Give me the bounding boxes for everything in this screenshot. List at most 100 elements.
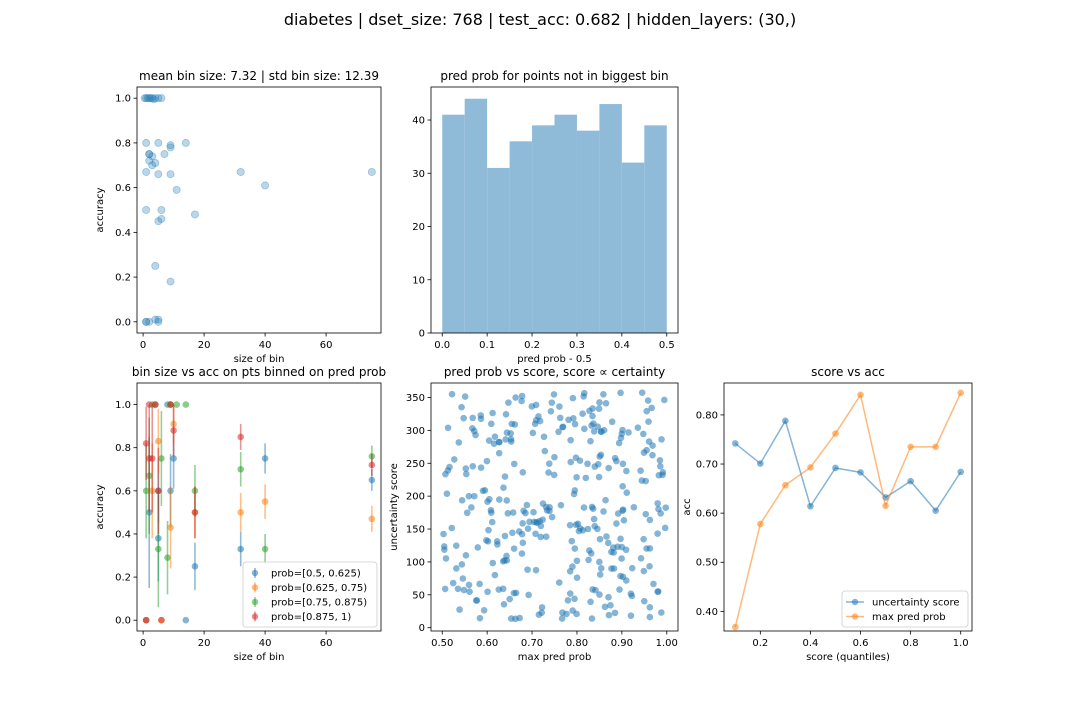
legend-label: max pred prob [872,612,946,623]
scatter-point [145,317,154,326]
scatter-point [640,567,648,575]
scatter-point [571,545,579,552]
data-point [191,563,199,570]
scatter-point [512,589,520,597]
scatter-point [449,579,457,587]
scatter-point [538,604,546,611]
scatter-point [587,437,594,445]
scatter-point [580,504,588,511]
data-point [170,455,177,462]
y-tick-label: 0.50 [696,558,718,569]
y-tick-label: 0.70 [696,460,718,471]
scatter-point [502,436,510,443]
scatter-point [600,426,608,434]
scatter-point [142,205,151,214]
scatter-point [605,464,612,472]
scatter-point [646,516,654,524]
y-tick-label: 300 [406,426,425,437]
scatter-point [538,609,546,616]
scatter-point [555,428,562,436]
scatter-point [600,508,607,515]
y-tick-label: 0.60 [696,509,718,520]
scatter-point [446,463,453,471]
scatter-point [602,496,609,504]
data-point [142,487,150,495]
y-tick-label: 0.2 [115,273,131,284]
legend-label: prob=[0.625, 0.75) [271,583,367,594]
scatter-point [571,487,579,494]
scatter-point [646,563,653,570]
hist-bar [464,98,488,333]
scatter-point [367,167,376,176]
scatter-point [581,425,588,433]
scatter-point [656,457,664,464]
x-tick-label: 0.60 [476,638,498,649]
scatter-point [499,585,507,593]
scatter-point [146,94,155,103]
scatter-point [604,539,612,547]
x-tick-label: 0.8 [903,638,919,649]
scatter-point [505,399,512,406]
scatter-point [526,518,533,526]
scatter-point [524,525,532,532]
scatter-point [638,389,646,396]
scatter-point [496,496,503,503]
scatter-point [596,535,604,543]
scatter-point [643,407,651,415]
y-tick-label: 20 [412,222,425,233]
axes-frame [430,86,679,334]
scatter-point [499,557,507,565]
scatter-point [642,510,650,518]
subplot-title: pred prob vs score, score ∝ certainty [444,365,665,379]
scatter-point [145,94,154,103]
y-tick-label: 0.40 [696,607,718,618]
scatter-point [640,597,648,605]
scatter-point [590,428,598,435]
y-tick-label: 30 [412,169,425,180]
scatter-point [608,418,616,426]
scatter-point [573,574,581,581]
y-tick-label: 10 [412,275,425,286]
scatter-point [154,138,163,147]
scatter-point [607,602,614,609]
scatter-point [619,460,627,468]
scatter-point [151,315,160,324]
scatter-point [637,467,644,474]
scatter-point [487,420,495,428]
scatter-point [619,426,626,434]
scatter-point [157,214,166,223]
scatter-point [597,565,605,572]
scatter-point [484,537,492,545]
scatter-point [466,588,473,596]
scatter-point [643,545,650,552]
scatter-point [610,549,617,556]
scatter-point [523,501,531,509]
series-point [782,417,789,425]
scatter-point [166,141,175,150]
scatter-point [613,457,620,465]
x-tick-label: 1.0 [953,638,969,649]
scatter-point [181,138,190,147]
scatter-point [556,414,564,422]
legend: prob=[0.5, 0.625) prob=[0.625, 0.75) prob=… [242,561,378,628]
scatter-point [649,451,656,459]
scatter-point [525,591,532,599]
scatter-point [542,533,550,540]
scatter-point [456,606,463,613]
x-axis-label: pred prob - 0.5 [517,354,592,365]
scatter-point [500,484,507,492]
scatter-point [476,614,484,622]
legend-box [841,590,969,628]
scatter-point [490,440,498,447]
scatter-point [441,546,448,553]
scatter-point [465,581,473,589]
scatter-point [579,410,586,417]
scatter-point [590,515,598,523]
scatter-point [595,405,603,412]
scatter-point [566,590,574,597]
legend-swatch [251,569,259,577]
scatter-point [142,94,151,103]
scatter-point [564,597,572,604]
scatter-point [151,94,160,103]
scatter-point [594,460,602,468]
